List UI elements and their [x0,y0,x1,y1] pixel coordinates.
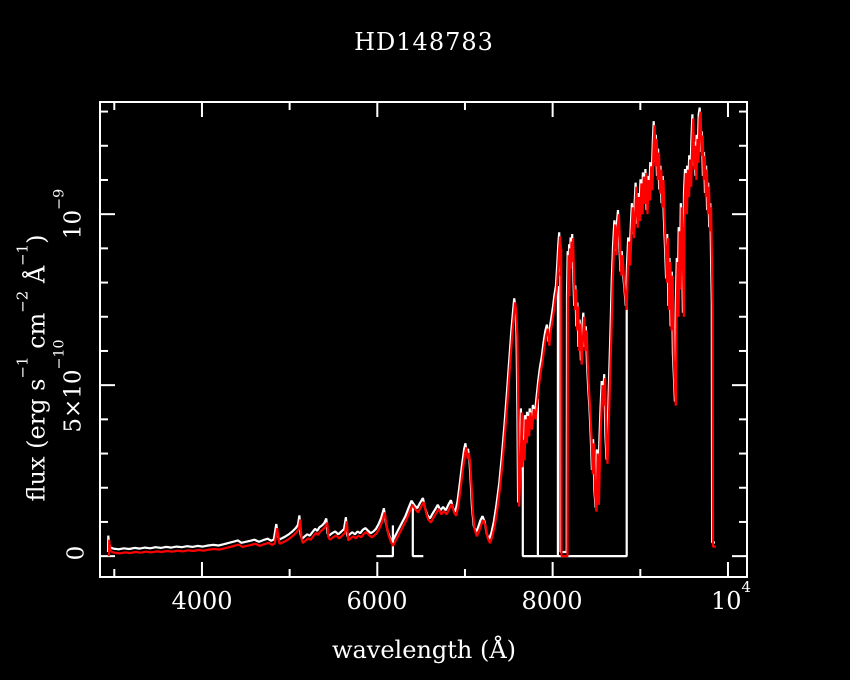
y-tick-label-5e-10: 5×10−10 [52,339,87,433]
y-tick-label-0: 0 [63,545,90,561]
x-tick-label-4000: 4000 [171,586,232,615]
y-axis-label-sup: −2 [13,290,32,313]
overlay-spectrum-white [521,306,628,558]
y-tick-sup: −9 [51,188,68,210]
overlay-spectrum-white [376,525,394,558]
x-axis-label: wavelength (Å) [331,636,517,664]
y-tick-label-10e-9: 10−9 [52,189,87,240]
x-tick-label-8000: 8000 [521,586,582,615]
x-tick-text: 8000 [521,587,583,615]
y-tick-sup: −10 [51,339,68,370]
y-axis-label: flux (erg s−1 cm−2 Å−1) [13,234,51,502]
y-tick-text: 5×10 [60,369,87,433]
plot-frame [99,101,748,578]
x-tick-text: 4000 [171,587,233,615]
y-axis-label-part: cm [22,312,51,357]
x-tick-text: 6000 [346,587,408,615]
y-axis-label-sup: −1 [13,356,32,379]
page-title: HD148783 [354,28,494,56]
main-spectrum-red [107,111,716,558]
y-axis-label-part: ) [22,234,51,244]
y-tick-text: 10 [60,209,87,240]
y-tick-text: 0 [63,545,90,561]
y-axis-label-part: Å [22,265,51,291]
x-tick-text: 10 [710,587,742,615]
x-tick-label-6000: 6000 [346,586,407,615]
y-axis-label-part: flux (erg s [22,378,51,502]
x-tick-label-10e4: 104 [710,578,751,615]
overlay-spectrum-white [106,107,715,554]
overlay-spectrum-white [411,504,424,558]
x-tick-sup: 4 [741,577,752,596]
y-axis-label-sup: −1 [13,243,32,266]
